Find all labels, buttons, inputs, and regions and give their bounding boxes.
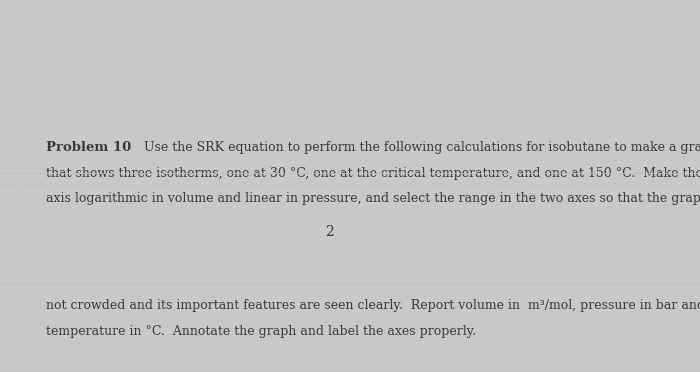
Text: that shows three isotherms, one at 30 °C, one at the critical temperature, and o: that shows three isotherms, one at 30 °C… bbox=[46, 167, 700, 180]
Text: 2: 2 bbox=[325, 225, 333, 239]
Text: not crowded and its important features are seen clearly.  Report volume in  m³/m: not crowded and its important features a… bbox=[46, 299, 700, 312]
Text: Use the SRK equation to perform the following calculations for isobutane to make: Use the SRK equation to perform the foll… bbox=[140, 141, 700, 154]
Text: temperature in °C.  Annotate the graph and label the axes properly.: temperature in °C. Annotate the graph an… bbox=[46, 325, 475, 338]
Text: Problem 10: Problem 10 bbox=[46, 141, 131, 154]
Text: axis logarithmic in volume and linear in pressure, and select the range in the t: axis logarithmic in volume and linear in… bbox=[46, 192, 700, 205]
